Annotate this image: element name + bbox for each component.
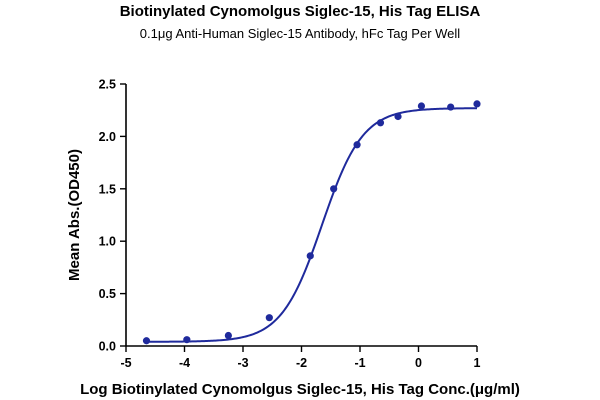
x-axis-title: Log Biotinylated Cynomolgus Siglec-15, H…: [80, 381, 520, 398]
x-tick-label: -3: [237, 356, 248, 370]
data-point: [330, 185, 338, 193]
data-point: [447, 103, 455, 111]
data-point: [265, 314, 273, 322]
x-tick-label: -5: [120, 356, 131, 370]
y-tick-label: 0.5: [99, 287, 116, 301]
data-point: [306, 252, 314, 260]
y-tick-label: 1.5: [99, 182, 116, 196]
data-point: [417, 102, 426, 110]
data-point: [473, 100, 481, 108]
chart-title: Biotinylated Cynomolgus Siglec-15, His T…: [120, 3, 481, 20]
data-point: [142, 337, 151, 345]
y-axis-title: Mean Abs.(OD450): [66, 149, 83, 281]
x-ticks: -5 -4 -3 -2 -1 0 1: [120, 346, 481, 370]
axes: [125, 84, 477, 347]
y-tick-label: 1.0: [99, 235, 116, 249]
x-tick-label: -4: [179, 356, 190, 370]
x-tick-label: -2: [296, 356, 307, 370]
x-tick-label: 0: [415, 356, 422, 370]
data-point: [376, 119, 385, 127]
data-point: [183, 336, 191, 344]
chart-subtitle: 0.1μg Anti-Human Siglec-15 Antibody, hFc…: [140, 26, 460, 41]
x-tick-label: 1: [474, 356, 481, 370]
x-tick-label: -1: [354, 356, 365, 370]
y-ticks: 0.0 0.5 1.0 1.5 2.0 2.5: [99, 78, 126, 354]
plot-area: [142, 100, 481, 345]
data-point: [353, 141, 361, 149]
y-tick-label: 0.0: [99, 340, 116, 354]
y-tick-label: 2.5: [99, 78, 116, 92]
y-tick-label: 2.0: [99, 130, 116, 144]
data-point: [224, 331, 232, 340]
data-point: [394, 112, 402, 121]
fit-curve: [146, 107, 478, 343]
